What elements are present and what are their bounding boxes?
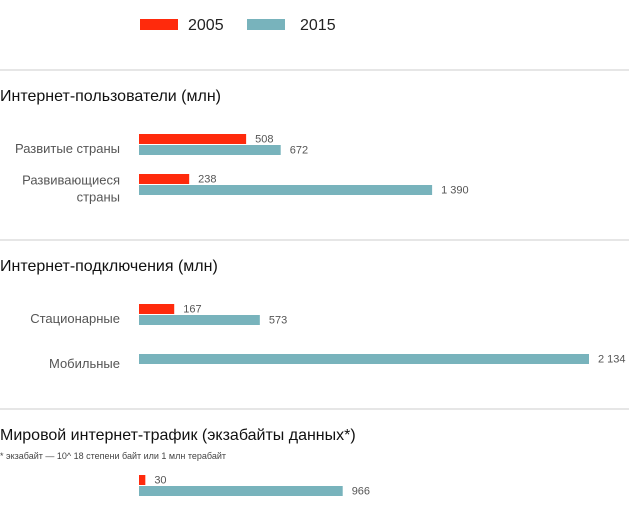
data-label: 1 390 bbox=[441, 185, 469, 197]
legend-label-2005: 2005 bbox=[188, 17, 224, 34]
category-label-line: страны bbox=[77, 190, 120, 205]
legend: 2005 2015 bbox=[140, 17, 336, 34]
data-label: 966 bbox=[352, 486, 370, 498]
bar-2015 bbox=[139, 486, 343, 496]
panel-title: Интернет-пользователи (млн) bbox=[0, 88, 221, 105]
legend-label-2015: 2015 bbox=[300, 17, 336, 34]
data-label: 238 bbox=[198, 174, 216, 186]
bar-2015 bbox=[139, 185, 433, 195]
chart-panel-3: Мировой интернет-трафик (экзабайты данны… bbox=[0, 408, 629, 498]
legend-swatch-2005 bbox=[140, 19, 178, 30]
panel-title: Мировой интернет-трафик (экзабайты данны… bbox=[0, 427, 356, 444]
category-label: Стационарные bbox=[30, 311, 120, 326]
legend-swatch-2015 bbox=[247, 19, 285, 30]
data-label: 672 bbox=[290, 145, 308, 157]
bar-2015 bbox=[139, 354, 589, 364]
category-label-line: Развивающиеся bbox=[22, 173, 120, 188]
category-label-line: Развитые страны bbox=[15, 141, 120, 156]
data-label: 573 bbox=[269, 315, 287, 327]
bar-2015 bbox=[139, 145, 281, 155]
data-label: 167 bbox=[183, 304, 201, 316]
panel-footnote: * экзабайт — 10^ 18 степени байт или 1 м… bbox=[0, 451, 226, 461]
data-label: 30 bbox=[154, 475, 166, 487]
chart-panel-2: Интернет-подключения (млн) Стационарные 16… bbox=[0, 239, 629, 371]
data-label: 508 bbox=[255, 134, 273, 146]
data-label: 2 134 bbox=[598, 354, 626, 366]
category-label: Развивающиеся страны bbox=[22, 173, 120, 205]
chart-panels: Интернет-пользователи (млн) Развитые стра… bbox=[0, 69, 629, 498]
bar-2005 bbox=[139, 134, 247, 144]
bar-2015 bbox=[139, 315, 260, 325]
category-label-line: Стационарные bbox=[30, 311, 120, 326]
category-label-line: Мобильные bbox=[49, 356, 120, 371]
panel-title: Интернет-подключения (млн) bbox=[0, 258, 218, 275]
category-label: Мобильные bbox=[49, 356, 120, 371]
category-label: Развитые страны bbox=[15, 141, 120, 156]
chart-panel-1: Интернет-пользователи (млн) Развитые стра… bbox=[0, 69, 629, 205]
bar-2005 bbox=[139, 304, 175, 314]
bar-2005 bbox=[139, 475, 146, 485]
bar-2005 bbox=[139, 174, 190, 184]
